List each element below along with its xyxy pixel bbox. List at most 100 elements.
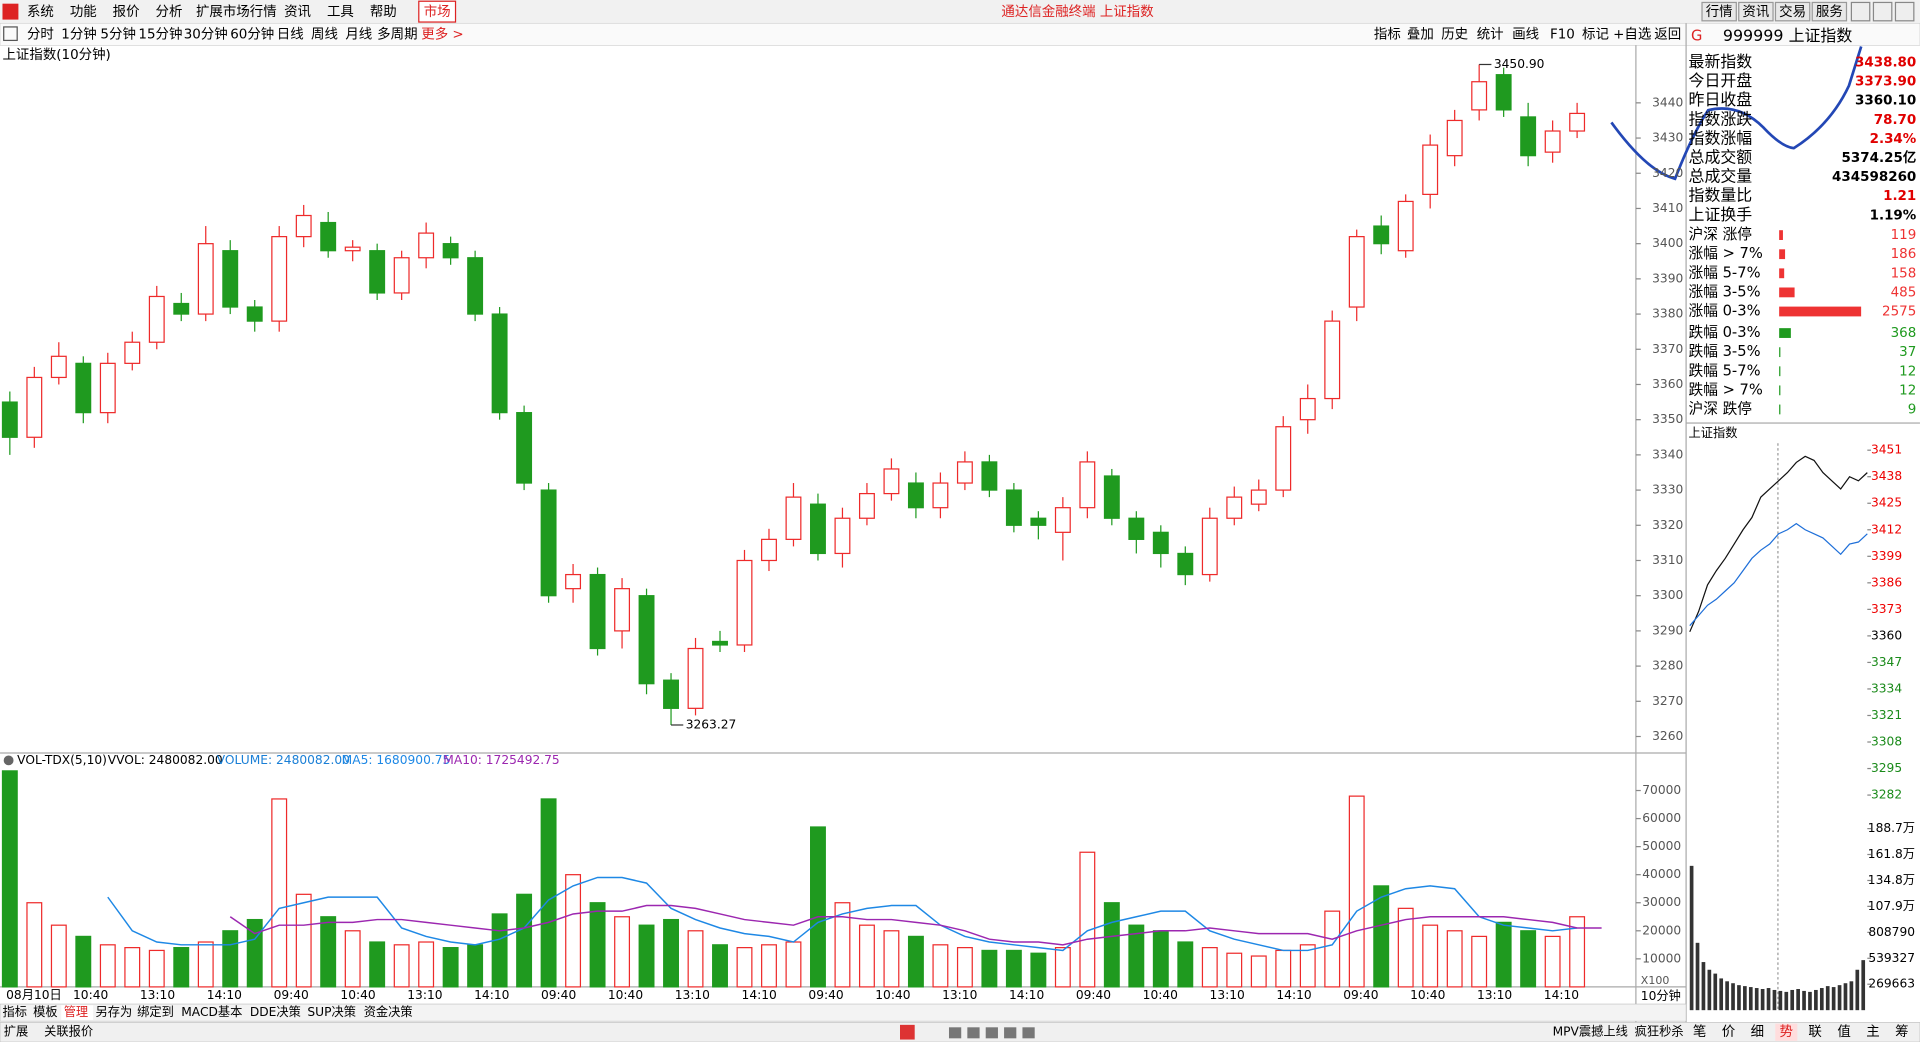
quote-value: 78.70 bbox=[1874, 113, 1917, 128]
breadth-label: 跌幅 3-5% bbox=[1689, 343, 1761, 360]
minimize-button[interactable] bbox=[1850, 1, 1871, 22]
tab[interactable]: DDE决策 bbox=[250, 1004, 301, 1019]
period-button[interactable]: 周线 bbox=[311, 26, 338, 42]
y-tick-label: 70000 bbox=[1642, 783, 1681, 797]
scale-label: X100 bbox=[1641, 974, 1670, 987]
menu-item[interactable]: 功能 bbox=[70, 4, 97, 20]
quote-label: 上证换手 bbox=[1689, 205, 1753, 224]
tool-button[interactable]: 标记 bbox=[1582, 26, 1609, 42]
tab[interactable]: 模板 bbox=[33, 1005, 57, 1019]
volume-bar bbox=[50, 924, 67, 988]
tool-button[interactable]: 统计 bbox=[1477, 26, 1504, 42]
y-tick-label: 3330 bbox=[1652, 483, 1683, 497]
candle-body bbox=[295, 214, 312, 238]
volume-bar bbox=[1275, 949, 1292, 988]
tool-button[interactable]: 画线 bbox=[1512, 26, 1539, 42]
top-button[interactable] bbox=[1738, 1, 1774, 22]
top-button[interactable] bbox=[1811, 1, 1848, 22]
top-button-label[interactable]: 交易 bbox=[1779, 3, 1806, 20]
top-button-label[interactable]: 行情 bbox=[1706, 4, 1733, 20]
status-tab[interactable]: 筹 bbox=[1895, 1023, 1908, 1040]
menu-item[interactable]: 扩展市场行情 bbox=[196, 3, 277, 20]
breadth-count: 9 bbox=[1908, 402, 1917, 417]
period-label: 10分钟 bbox=[1641, 988, 1681, 1003]
status-item[interactable]: 扩展 bbox=[4, 1025, 28, 1039]
volume-bar bbox=[810, 826, 826, 988]
mini-volume-bar bbox=[1713, 973, 1718, 1011]
ma-line bbox=[229, 904, 1602, 946]
status-tab[interactable]: 主 bbox=[1866, 1024, 1879, 1040]
tool-button[interactable]: +自选 bbox=[1613, 26, 1651, 42]
status-tab[interactable]: 价 bbox=[1722, 1025, 1736, 1040]
y-tick-label: 3438 bbox=[1871, 469, 1902, 483]
status-tab[interactable]: 笔 bbox=[1693, 1024, 1706, 1040]
tool-button[interactable]: F10 bbox=[1550, 27, 1575, 42]
tool-button[interactable]: 返回 bbox=[1654, 26, 1681, 42]
mini-volume-bar bbox=[1790, 989, 1795, 1011]
status-tab[interactable]: 细 bbox=[1751, 1024, 1764, 1040]
tool-button[interactable]: 指标 bbox=[1374, 26, 1401, 42]
status-tab[interactable]: 势 bbox=[1780, 1024, 1793, 1040]
tab[interactable]: MACD基本 bbox=[181, 1005, 242, 1019]
period-button[interactable]: 30分钟 bbox=[184, 25, 228, 42]
status-tab-active[interactable] bbox=[1775, 1023, 1798, 1041]
period-button[interactable]: 多周期 bbox=[377, 25, 417, 42]
top-button[interactable] bbox=[1701, 1, 1737, 22]
top-button-label[interactable]: 服务 bbox=[1816, 4, 1843, 20]
breadth-label: 跌幅 > 7% bbox=[1689, 381, 1763, 398]
tab[interactable]: SUP决策 bbox=[307, 1004, 356, 1019]
restore-button[interactable] bbox=[1872, 1, 1893, 22]
tab-active[interactable] bbox=[61, 1005, 94, 1020]
tab[interactable]: 资金决策 bbox=[364, 1004, 413, 1019]
period-button[interactable]: 月线 bbox=[345, 26, 372, 42]
menu-item[interactable]: 分析 bbox=[156, 4, 183, 20]
period-button[interactable]: 1分钟 bbox=[61, 25, 96, 42]
promo-link[interactable]: MPV震撼上线 bbox=[1553, 1024, 1628, 1039]
menu-item[interactable]: 帮助 bbox=[370, 4, 397, 20]
tab[interactable]: 管理 bbox=[64, 1004, 88, 1019]
period-button[interactable]: 更多 > bbox=[421, 25, 463, 42]
promo-link[interactable]: 疯狂秒杀 bbox=[1635, 1024, 1684, 1039]
tab[interactable]: 指标 bbox=[2, 1004, 26, 1019]
mini-volume-bar bbox=[1861, 960, 1866, 1011]
tool-button[interactable]: 叠加 bbox=[1407, 26, 1434, 42]
top-button[interactable] bbox=[1774, 1, 1811, 22]
period-button[interactable]: 15分钟 bbox=[138, 25, 182, 42]
menu-item[interactable]: 系统 bbox=[27, 4, 54, 20]
mini-volume-bar bbox=[1796, 988, 1800, 1011]
mini-volume-bar bbox=[1814, 989, 1818, 1011]
period-button[interactable]: 分时 bbox=[27, 26, 54, 42]
candle-body bbox=[1495, 74, 1512, 111]
menu-item[interactable]: 资讯 bbox=[284, 4, 311, 20]
status-tab[interactable]: 联 bbox=[1808, 1024, 1821, 1040]
tool-button[interactable]: 历史 bbox=[1441, 26, 1468, 42]
tab[interactable]: 绑定到 bbox=[137, 1004, 174, 1019]
status-item[interactable]: 关联报价 bbox=[44, 1024, 93, 1039]
tab[interactable]: 另存为 bbox=[96, 1005, 133, 1019]
mini-volume-bar bbox=[1802, 990, 1806, 1011]
breadth-bar bbox=[1779, 366, 1781, 377]
badge: G bbox=[1691, 28, 1702, 45]
volume-bar bbox=[1152, 930, 1169, 988]
candle-body bbox=[1422, 144, 1439, 195]
candle-body bbox=[712, 640, 728, 646]
y-tick-label: 3300 bbox=[1652, 588, 1683, 602]
legend-entry: MA10: 1725492.75 bbox=[443, 753, 559, 767]
x-tick-label: 13:10 bbox=[1477, 988, 1512, 1002]
candle-body bbox=[442, 243, 459, 259]
period-button[interactable]: 日线 bbox=[277, 26, 304, 42]
quote-label: 总成交量 bbox=[1689, 167, 1753, 186]
top-button-label[interactable]: 资讯 bbox=[1742, 4, 1769, 20]
close-button[interactable] bbox=[1894, 1, 1915, 22]
menu-item[interactable]: 工具 bbox=[327, 5, 354, 20]
period-button[interactable]: 5分钟 bbox=[100, 25, 135, 42]
market-button[interactable] bbox=[418, 0, 457, 23]
market-button-label[interactable]: 市场 bbox=[424, 3, 451, 20]
period-button[interactable]: 60分钟 bbox=[230, 25, 274, 42]
hand-drawn-annotation bbox=[1610, 46, 1863, 181]
menu-item[interactable]: 报价 bbox=[113, 4, 140, 20]
status-tab[interactable]: 值 bbox=[1837, 1024, 1850, 1040]
candle-body bbox=[1030, 517, 1047, 526]
mini-volume-bar bbox=[1743, 986, 1747, 1011]
y-tick-label: 3373 bbox=[1871, 602, 1902, 616]
